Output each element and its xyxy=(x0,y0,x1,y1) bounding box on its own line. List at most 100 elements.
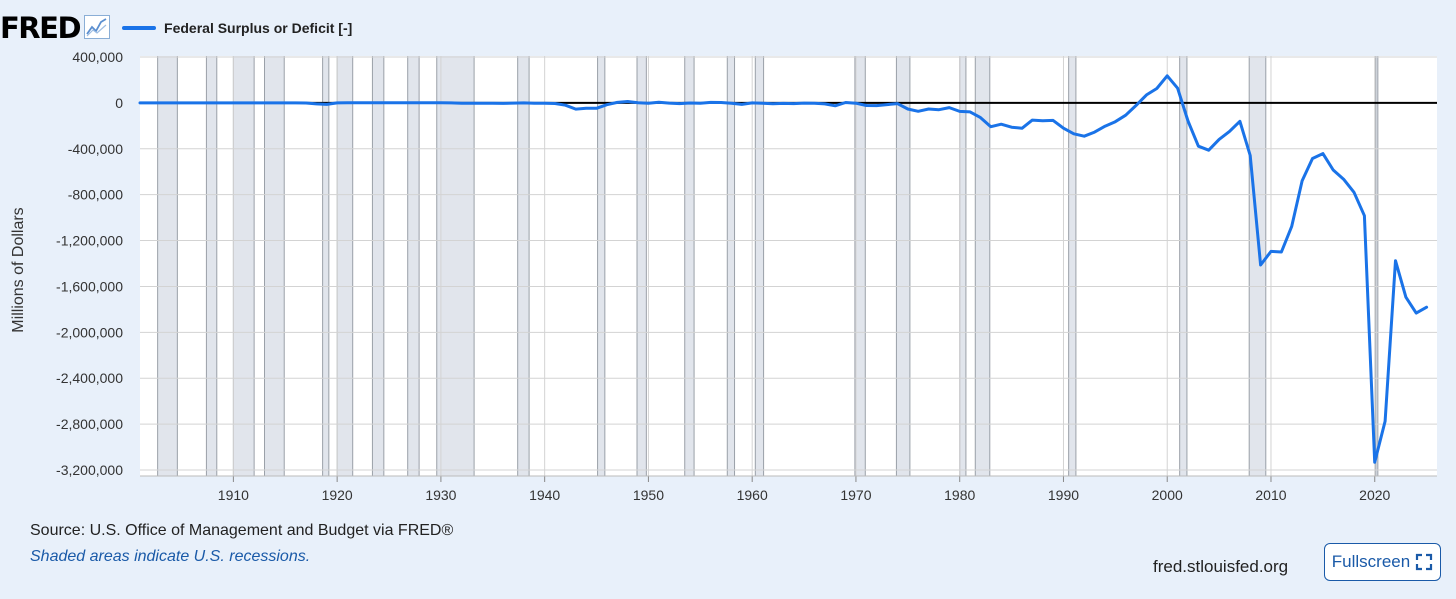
data-point xyxy=(523,102,525,104)
data-point xyxy=(855,102,857,104)
chart-area[interactable]: 400,000 0 -400,000 -800,000 -1,200,000 -1,600… xyxy=(0,44,1456,509)
data-point xyxy=(865,105,867,107)
data-point xyxy=(1291,225,1293,227)
data-point xyxy=(440,102,442,104)
data-point xyxy=(1135,104,1137,106)
data-point xyxy=(378,102,380,104)
y-tick-label: 400,000 xyxy=(72,49,123,65)
fullscreen-button[interactable]: Fullscreen xyxy=(1324,543,1441,581)
fullscreen-label: Fullscreen xyxy=(1331,552,1411,571)
data-point xyxy=(782,102,784,104)
data-point xyxy=(876,105,878,107)
y-tick-label: -3,200,000 xyxy=(56,462,123,478)
recession-band xyxy=(206,56,217,476)
data-point xyxy=(295,102,297,104)
data-point xyxy=(232,102,234,104)
data-point xyxy=(1405,296,1407,298)
recession-band xyxy=(372,56,384,476)
data-point xyxy=(1177,87,1179,89)
data-point xyxy=(1270,250,1272,252)
x-tick-label: 2010 xyxy=(1255,487,1286,503)
data-point xyxy=(741,103,743,105)
data-point xyxy=(1280,251,1282,253)
recession-band xyxy=(436,56,475,476)
data-point xyxy=(1301,180,1303,182)
data-point xyxy=(679,103,681,105)
data-point xyxy=(492,102,494,104)
data-point xyxy=(1062,127,1064,129)
data-point xyxy=(730,102,732,104)
data-point xyxy=(357,102,359,104)
data-point xyxy=(647,102,649,104)
data-point xyxy=(575,108,577,110)
recession-band xyxy=(233,56,255,476)
line-chart-icon xyxy=(84,15,111,39)
data-point xyxy=(1031,119,1033,121)
data-point xyxy=(699,102,701,104)
data-point xyxy=(554,102,556,104)
y-tick-label: -2,400,000 xyxy=(56,370,123,386)
data-point xyxy=(1083,135,1085,137)
data-point xyxy=(1104,125,1106,127)
x-tick-label: 1950 xyxy=(633,487,664,503)
data-point xyxy=(658,101,660,103)
data-point xyxy=(813,102,815,104)
data-point xyxy=(834,105,836,107)
data-point xyxy=(1374,461,1376,463)
data-point xyxy=(938,109,940,111)
data-point xyxy=(1363,215,1365,217)
data-point xyxy=(1000,123,1002,125)
data-point xyxy=(243,102,245,104)
data-point xyxy=(689,102,691,104)
data-point xyxy=(264,102,266,104)
data-point xyxy=(824,103,826,105)
data-point xyxy=(1311,157,1313,159)
data-point xyxy=(1125,114,1127,116)
data-point xyxy=(315,103,317,105)
data-point xyxy=(1426,306,1428,308)
data-point xyxy=(1156,87,1158,89)
recession-band xyxy=(517,56,530,476)
data-point xyxy=(990,126,992,128)
data-point xyxy=(668,102,670,104)
data-point xyxy=(1011,126,1013,128)
data-point xyxy=(222,102,224,104)
data-point xyxy=(513,102,515,104)
data-point xyxy=(1228,130,1230,132)
data-point xyxy=(1052,119,1054,121)
data-point xyxy=(585,107,587,109)
data-point xyxy=(1114,121,1116,123)
data-point xyxy=(284,102,286,104)
recession-band xyxy=(684,56,695,476)
recession-band xyxy=(597,56,605,476)
data-point xyxy=(720,101,722,103)
data-point xyxy=(886,104,888,106)
recession-band xyxy=(755,56,764,476)
data-point xyxy=(533,102,535,104)
data-point xyxy=(347,102,349,104)
x-tick-label: 1910 xyxy=(218,487,249,503)
data-point xyxy=(1208,149,1210,151)
data-point xyxy=(948,107,950,109)
chart-svg[interactable]: 400,000 0 -400,000 -800,000 -1,200,000 -1,600… xyxy=(0,44,1456,504)
data-point xyxy=(710,101,712,103)
data-point xyxy=(367,102,369,104)
data-point xyxy=(1415,312,1417,314)
x-tick-label: 2000 xyxy=(1152,487,1183,503)
recession-band xyxy=(727,56,735,476)
recession-band xyxy=(1375,56,1378,476)
data-point xyxy=(201,102,203,104)
x-tick-label: 1980 xyxy=(944,487,975,503)
x-tick-label: 1970 xyxy=(840,487,871,503)
data-point xyxy=(917,110,919,112)
data-point xyxy=(1332,169,1334,171)
fred-logo[interactable]: FRED xyxy=(0,10,82,45)
data-point xyxy=(793,103,795,105)
data-point xyxy=(762,102,764,104)
recession-band xyxy=(407,56,420,476)
data-point xyxy=(253,102,255,104)
site-link[interactable]: fred.stlouisfed.org xyxy=(1153,557,1289,576)
data-point xyxy=(1094,131,1096,133)
data-point xyxy=(212,102,214,104)
data-point xyxy=(274,102,276,104)
